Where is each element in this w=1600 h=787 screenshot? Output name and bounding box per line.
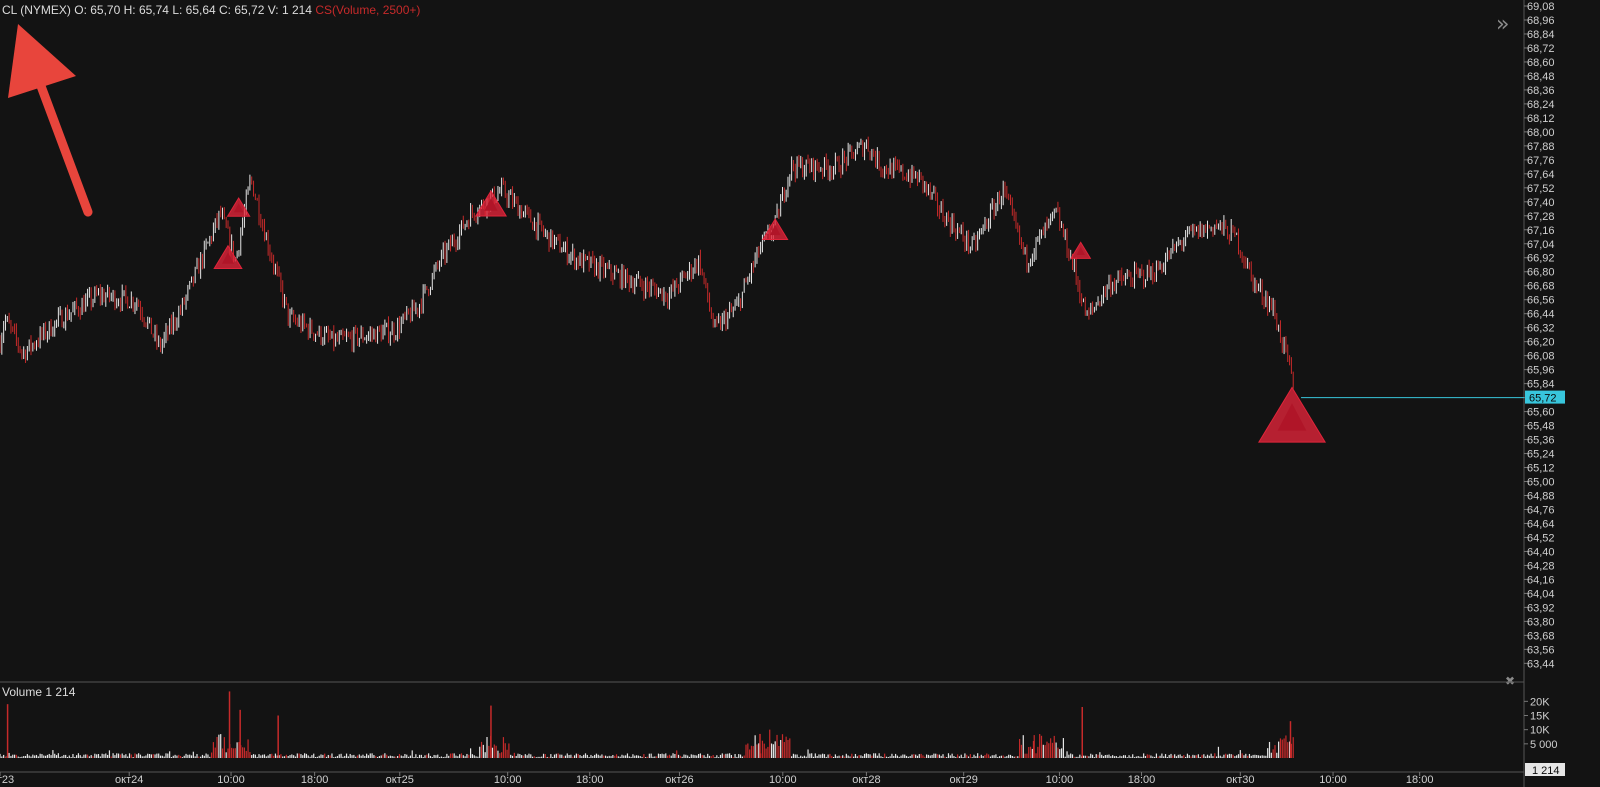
price-tick-label: 65,60: [1527, 407, 1555, 419]
volume-title: Volume: [2, 685, 43, 699]
close-icon[interactable]: ✖: [1505, 674, 1516, 688]
time-axis[interactable]: окт23 окт24 10:00 18:00 окт25 10:00 18:00 окт26…: [0, 772, 1433, 786]
volume-axis: 20K 15K 10K 5 000: [1524, 696, 1558, 751]
time-tick-label: 10:00: [1046, 774, 1074, 786]
price-tick-label: 66,92: [1527, 253, 1555, 265]
price-tick-label: 66,20: [1527, 337, 1555, 349]
volume-value: 1 214: [45, 685, 76, 699]
signal-triangle-inner: [233, 203, 244, 213]
volume-tick-label: 5 000: [1530, 739, 1558, 751]
price-tick-label: 67,04: [1527, 239, 1555, 251]
volume-bars-layer: [0, 691, 1294, 758]
signal-triangle-inner: [222, 252, 234, 264]
price-tick-label: 63,80: [1527, 616, 1555, 628]
last-price-label: 65,72: [1529, 393, 1557, 405]
price-tick-label: 68,96: [1527, 15, 1555, 27]
price-tick-label: 63,44: [1527, 658, 1555, 670]
time-tick-label: окт26: [665, 774, 693, 786]
time-tick-label: 10:00: [1319, 774, 1347, 786]
price-tick-label: 66,44: [1527, 309, 1555, 321]
price-tick-label: 66,68: [1527, 281, 1555, 293]
time-tick-label: окт30: [1226, 774, 1254, 786]
price-tick-label: 68,84: [1527, 29, 1555, 41]
price-tick-label: 69,08: [1527, 1, 1555, 13]
signal-triangle-inner: [769, 224, 781, 236]
price-tick-label: 64,76: [1527, 504, 1555, 516]
price-tick-label: 64,52: [1527, 532, 1555, 544]
signals-layer: [213, 189, 1327, 443]
price-tick-label: 63,68: [1527, 630, 1555, 642]
price-tick-label: 68,24: [1527, 99, 1555, 111]
price-tick-label: 65,84: [1527, 379, 1555, 391]
price-tick-label: 64,40: [1527, 546, 1555, 558]
time-tick-label: 18:00: [1406, 774, 1434, 786]
price-tick-label: 64,04: [1527, 588, 1555, 600]
price-tick-label: 67,52: [1527, 183, 1555, 195]
price-tick-label: 66,80: [1527, 267, 1555, 279]
volume-tick-label: 10K: [1530, 725, 1550, 737]
price-tick-label: 65,00: [1527, 477, 1555, 489]
time-tick-label: окт23: [0, 774, 14, 786]
time-tick-label: 18:00: [301, 774, 329, 786]
price-axis[interactable]: 69,08 68,96 68,84 68,72 68,60 68,48 68,36 68,24…: [1524, 1, 1555, 670]
double-chevron-right-icon[interactable]: »: [1496, 12, 1510, 37]
signal-triangle-inner: [484, 198, 498, 211]
time-tick-label: 10:00: [217, 774, 245, 786]
volume-tick-label: 15K: [1530, 711, 1550, 723]
price-tick-label: 64,28: [1527, 560, 1555, 572]
time-tick-label: окт24: [115, 774, 143, 786]
price-tick-label: 68,60: [1527, 57, 1555, 69]
price-tick-label: 67,76: [1527, 155, 1555, 167]
price-tick-label: 64,16: [1527, 574, 1555, 586]
price-tick-label: 65,48: [1527, 421, 1555, 433]
price-tick-label: 65,24: [1527, 449, 1555, 461]
last-price-tag: [1525, 390, 1565, 404]
price-tick-label: 68,72: [1527, 43, 1555, 55]
chart-header: CL (NYMEX) O: 65,70 H: 65,74 L: 65,64 C:…: [2, 3, 420, 17]
volume-panel-title: Volume 1 214: [2, 685, 75, 699]
price-tick-label: 68,12: [1527, 113, 1555, 125]
time-tick-label: 18:00: [1128, 774, 1156, 786]
time-tick-label: окт29: [950, 774, 978, 786]
price-tick-label: 67,40: [1527, 197, 1555, 209]
price-tick-label: 67,16: [1527, 225, 1555, 237]
price-tick-label: 65,96: [1527, 365, 1555, 377]
price-tick-label: 66,32: [1527, 323, 1555, 335]
annotation-arrow: [8, 24, 93, 217]
price-tick-label: 67,64: [1527, 169, 1555, 181]
price-tick-label: 68,00: [1527, 127, 1555, 139]
volume-last-tag: [1525, 763, 1565, 776]
price-tick-label: 63,56: [1527, 644, 1555, 656]
ohlcv-readout: O: 65,70 H: 65,74 L: 65,64 C: 65,72 V: 1…: [74, 3, 312, 17]
time-tick-label: 18:00: [576, 774, 604, 786]
symbol-label: CL (NYMEX): [2, 3, 71, 17]
price-tick-label: 68,48: [1527, 71, 1555, 83]
price-tick-label: 68,36: [1527, 85, 1555, 97]
time-tick-label: окт28: [852, 774, 880, 786]
candles-layer: [0, 136, 1294, 389]
indicator-label[interactable]: CS(Volume, 2500+): [315, 3, 421, 17]
price-tick-label: 64,88: [1527, 491, 1555, 503]
price-tick-label: 67,28: [1527, 211, 1555, 223]
price-tick-label: 66,56: [1527, 295, 1555, 307]
price-tick-label: 65,36: [1527, 435, 1555, 447]
signal-triangle-inner: [1076, 246, 1085, 255]
price-tick-label: 65,12: [1527, 463, 1555, 475]
time-tick-label: окт25: [386, 774, 414, 786]
signal-triangle-inner: [1277, 403, 1307, 431]
price-tick-label: 63,92: [1527, 602, 1555, 614]
price-tick-label: 67,88: [1527, 141, 1555, 153]
price-tick-label: 64,64: [1527, 518, 1555, 530]
volume-last-label: 1 214: [1532, 765, 1560, 777]
time-tick-label: 10:00: [769, 774, 797, 786]
volume-tick-label: 20K: [1530, 696, 1550, 708]
price-tick-label: 66,08: [1527, 351, 1555, 363]
time-tick-label: 10:00: [494, 774, 522, 786]
